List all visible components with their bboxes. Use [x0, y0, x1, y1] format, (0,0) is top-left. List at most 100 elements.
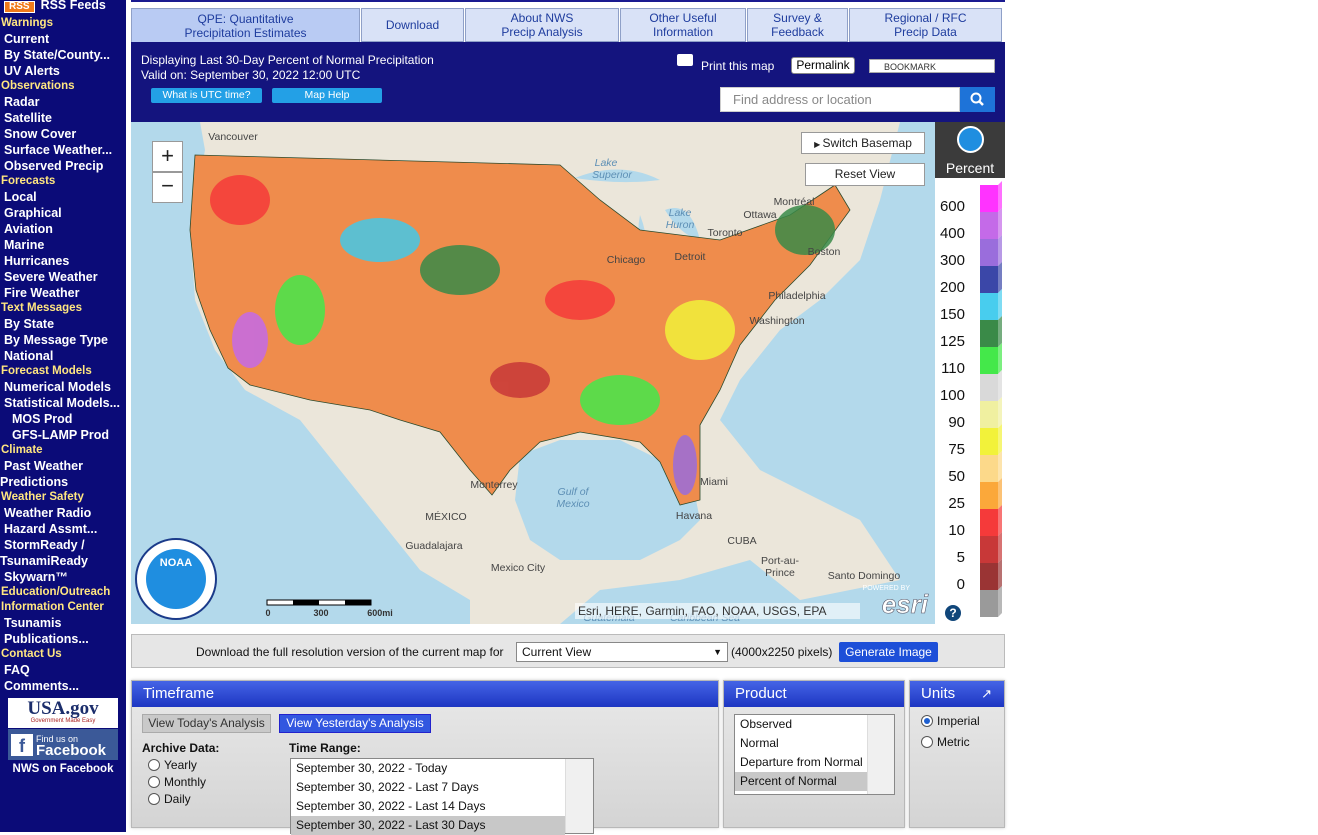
search-input[interactable]: Find address or location	[720, 87, 960, 112]
nav-item[interactable]: Snow Cover	[4, 127, 77, 141]
nav-item[interactable]: Hurricanes	[4, 254, 70, 268]
nav-heading[interactable]: Forecasts	[1, 175, 56, 187]
today-button[interactable]: View Today's Analysis	[142, 714, 271, 733]
print-link[interactable]: Print this map	[701, 59, 775, 73]
legend-header: Percent	[935, 122, 1005, 178]
nav-subitem[interactable]: MOS Prod	[12, 412, 73, 426]
nav-item[interactable]: Current	[4, 32, 50, 46]
nav-item[interactable]: Weather Radio	[4, 506, 92, 520]
nav-item[interactable]: Satellite	[4, 111, 52, 125]
nav-item[interactable]: Publications...	[4, 632, 89, 646]
nav-subitem[interactable]: GFS-LAMP Prod	[12, 428, 109, 442]
tab-bar: QPE: Quantitative Precipitation Estimates…	[131, 8, 1005, 42]
nav-item[interactable]: By Message Type	[4, 333, 108, 347]
nav-item[interactable]: UV Alerts	[4, 64, 60, 78]
nav-item[interactable]: Marine	[4, 238, 45, 252]
nav-item[interactable]: Statistical Models...	[4, 396, 121, 410]
product-option[interactable]: Normal	[740, 736, 779, 750]
noaa-text: NOAA	[160, 557, 192, 569]
nav-list: Warnings Current By State/County... UV Aler…	[0, 16, 126, 694]
tab[interactable]: Survey & Feedback	[747, 8, 848, 42]
nav-heading[interactable]: Climate	[1, 444, 43, 456]
tab[interactable]: Download	[361, 8, 464, 42]
download-select[interactable]: Current View ▼	[516, 642, 728, 662]
nav-item[interactable]: Severe Weather	[4, 270, 98, 284]
nav-heading[interactable]: Observations	[1, 80, 75, 92]
map-label: Lake	[595, 157, 618, 169]
nav-item[interactable]: Observed Precip	[4, 159, 104, 173]
range-option[interactable]: September 30, 2022 - Last 7 Days	[296, 780, 479, 794]
nav-item[interactable]: Graphical	[4, 206, 62, 220]
nav-item[interactable]: FAQ	[4, 663, 30, 677]
map-label: Port-au-	[761, 555, 799, 567]
nav-item[interactable]: Past Weather Predictions	[0, 459, 83, 489]
nav-heading[interactable]: Contact Us	[1, 648, 62, 660]
nav-item[interactable]: National	[4, 349, 54, 363]
reset-view[interactable]: Reset View	[805, 163, 925, 186]
permalink-button[interactable]: Permalink	[791, 57, 855, 74]
legend-label: 300	[940, 252, 965, 269]
legend-swatch	[980, 320, 998, 347]
yesterday-button[interactable]: View Yesterday's Analysis	[279, 714, 431, 733]
nav-heading[interactable]: Education/Outreach	[1, 586, 111, 598]
generate-image-button[interactable]: Generate Image	[839, 642, 938, 662]
tab[interactable]: Regional / RFC Precip Data	[849, 8, 1002, 42]
legend-swatch-edge	[998, 235, 1002, 266]
nav-item[interactable]: Local	[4, 190, 37, 204]
zoom-in[interactable]: +	[152, 141, 183, 172]
nav-item[interactable]: Hazard Assmt...	[4, 522, 98, 536]
nav-heading[interactable]: Warnings	[1, 17, 53, 29]
bookmark-button[interactable]: BOOKMARK	[869, 59, 995, 73]
nav-item[interactable]: Comments...	[4, 679, 80, 693]
range-option[interactable]: September 30, 2022 - Last 30 Days	[291, 816, 565, 835]
product-list: Observed Normal Departure from Normal Perce…	[734, 714, 895, 795]
facebook-caption[interactable]: NWS on Facebook	[12, 763, 114, 775]
tab-line: About NWS	[510, 11, 574, 25]
nav-item[interactable]: Tsunamis	[4, 616, 62, 630]
tab-line: Precip Analysis	[501, 25, 583, 39]
search-button[interactable]	[960, 87, 995, 112]
nav-item[interactable]: Aviation	[4, 222, 53, 236]
nav-item[interactable]: Fire Weather	[4, 286, 80, 300]
legend-label: 200	[940, 279, 965, 296]
legend-swatch-edge	[998, 262, 1002, 293]
nav-item[interactable]: Radar	[4, 95, 40, 109]
archive-option[interactable]: Monthly	[148, 775, 206, 789]
nav-item[interactable]: Surface Weather...	[4, 143, 113, 157]
nav-heading[interactable]: Text Messages	[1, 302, 82, 314]
nav-item[interactable]: StormReady / TsunamiReady	[0, 538, 88, 568]
map-label: Santo Domingo	[828, 570, 901, 582]
rss-link[interactable]: RSS RSS Feeds	[0, 0, 126, 16]
tab[interactable]: QPE: Quantitative Precipitation Estimates	[131, 8, 360, 42]
tab[interactable]: Other Useful Information	[620, 8, 746, 42]
facebook-logo[interactable]: f Find us on Facebook	[8, 729, 118, 760]
unit-option[interactable]: Metric	[921, 735, 970, 749]
product-option[interactable]: Percent of Normal	[735, 772, 867, 791]
help-button[interactable]: ?	[945, 605, 961, 621]
nav-item[interactable]: Numerical Models	[4, 380, 111, 394]
zoom-out[interactable]: −	[152, 172, 183, 203]
noaa-disk	[146, 549, 206, 609]
map-label: Montréal	[774, 196, 815, 208]
product-option[interactable]: Departure from Normal	[740, 755, 863, 769]
archive-option[interactable]: Yearly	[148, 758, 197, 772]
units-popout[interactable]: ↗	[981, 686, 992, 701]
range-option[interactable]: September 30, 2022 - Last 14 Days	[296, 799, 486, 813]
map-help-button[interactable]: Map Help	[272, 88, 382, 103]
unit-option[interactable]: Imperial	[921, 714, 980, 728]
tab[interactable]: About NWS Precip Analysis	[465, 8, 619, 42]
product-panel: Product Observed Normal Departure from Nor…	[723, 680, 905, 828]
nav-heading[interactable]: Forecast Models	[1, 365, 92, 377]
nav-heading[interactable]: Weather Safety	[1, 491, 84, 503]
nav-heading[interactable]: Information Center	[1, 601, 104, 613]
nav-item[interactable]: By State/County...	[4, 48, 111, 62]
nav-item[interactable]: By State	[4, 317, 55, 331]
utc-button[interactable]: What is UTC time?	[151, 88, 262, 103]
legend-swatch-edge	[998, 559, 1002, 590]
archive-option[interactable]: Daily	[148, 792, 191, 806]
usa-gov-logo[interactable]: USA.gov Government Made Easy	[8, 698, 118, 728]
switch-basemap[interactable]: ▶ Switch Basemap	[801, 132, 925, 154]
product-option[interactable]: Observed	[740, 717, 793, 731]
range-option[interactable]: September 30, 2022 - Today	[296, 761, 448, 775]
nav-item[interactable]: Skywarn™	[4, 570, 68, 584]
